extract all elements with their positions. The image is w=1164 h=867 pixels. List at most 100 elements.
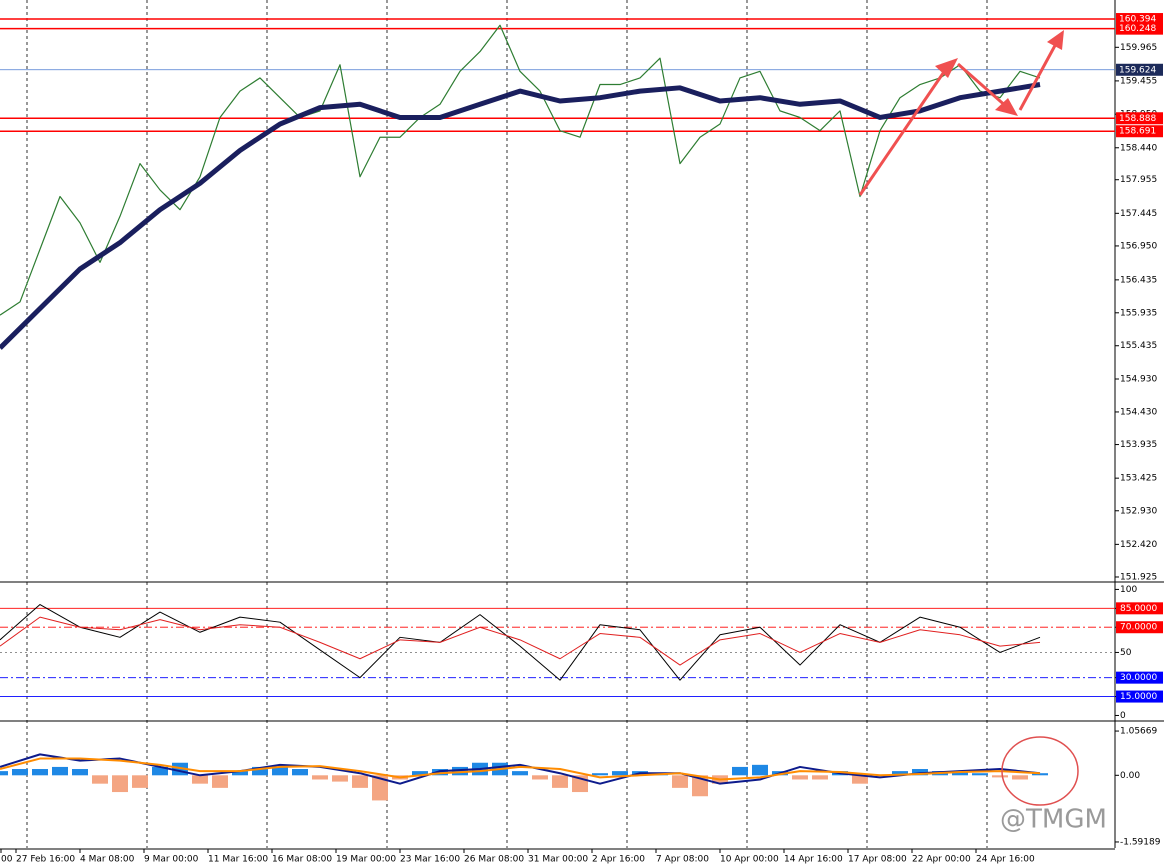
y-tick-label: 100 [1120,585,1137,595]
x-tick-label: 24 Apr 16:00 [976,855,1035,865]
y-tick-label: 50 [1120,648,1132,658]
y-tick-label: 1.05669 [1120,727,1157,737]
annotation-arrow [957,62,1009,110]
y-tick-label: 157.955 [1120,175,1157,185]
histogram-bar [672,775,688,788]
histogram-bar [972,773,988,776]
y-tick-label: 152.930 [1120,506,1157,516]
histogram-bar [752,764,768,776]
y-tick-label: 153.935 [1120,440,1157,450]
y-tick-label: 157.445 [1120,209,1157,219]
histogram-bar [32,769,48,776]
series-line [0,616,1041,666]
level-label: 160.394 [1119,15,1156,25]
y-tick-label-box [1116,602,1163,615]
histogram-bar [312,775,328,780]
histogram-bar [892,771,908,776]
level-label-box [1116,125,1163,138]
x-tick-label: 31 Mar 00:00 [528,855,588,865]
y-tick-label: 154.430 [1120,407,1157,417]
arrow-head [935,58,958,78]
histogram-bar [52,766,68,776]
histogram-bar [952,771,968,776]
y-tick-label: 156.950 [1120,241,1157,251]
level-label-box [1116,22,1163,35]
histogram-bar [1032,773,1048,776]
histogram-bar [192,775,208,784]
plots [0,18,1115,801]
x-tick-label: 9 Mar 00:00 [144,855,199,865]
histogram-bar [692,775,708,797]
watermark: @TMGM [1000,805,1107,835]
annotation-arrow [1018,39,1060,111]
y-tick-label: 85.0000 [1120,604,1157,614]
x-tick-label: 26 Mar 08:00 [464,855,524,865]
y-tick-label: 30.0000 [1120,673,1157,683]
y-tick-label: 15.0000 [1120,692,1157,702]
x-tick-label: 14 Apr 16:00 [784,855,843,865]
y-tick-label: 159.965 [1120,43,1157,53]
histogram-bar [352,775,368,788]
y-tick-label-box [1116,671,1163,684]
level-label: 159.624 [1119,65,1156,75]
histogram-bar [12,769,28,776]
histogram-bar [72,769,88,776]
x-tick-label: 4 Mar 08:00 [80,855,135,865]
histogram-bar [812,775,828,780]
x-tick-label: 00 [1,855,13,865]
histogram-bar [452,766,468,776]
histogram-bar [332,775,348,782]
x-tick-label: 2 Apr 16:00 [592,855,645,865]
y-tick-label-box [1116,690,1163,703]
histogram-bar [152,766,168,776]
x-tick-label: 10 Apr 00:00 [720,855,779,865]
histogram-bar [992,775,1008,778]
series-line [0,753,1041,785]
level-label-box [1116,112,1163,125]
histogram-bar [552,775,568,788]
histogram-bar [112,775,128,793]
histogram-bar [592,773,608,776]
histogram-bar [732,766,748,776]
histogram-bar [912,769,928,776]
histogram-bar [272,766,288,776]
series-line [0,604,1041,681]
histogram-bar [852,775,868,784]
x-tick-label: 27 Feb 16:00 [16,855,75,865]
histogram-bar [92,775,108,784]
y-tick-label: 151.925 [1120,572,1157,582]
x-tick-label: 23 Mar 16:00 [400,855,460,865]
level-label: 158.691 [1119,127,1156,137]
x-tick-label: 19 Mar 00:00 [336,855,396,865]
y-tick-label: 0.00 [1120,771,1140,781]
y-tick-label: 154.930 [1120,375,1157,385]
histogram-bar [212,775,228,788]
histogram-bar [132,775,148,788]
histogram-bar [792,775,808,780]
level-label: 158.888 [1119,114,1156,124]
x-tick-label: 17 Apr 08:00 [848,855,907,865]
arrow-head [1047,30,1064,50]
histogram-bar [512,771,528,776]
level-label-box [1116,63,1163,76]
y-tick-label: 70.0000 [1120,623,1157,633]
x-tick-label: 16 Mar 08:00 [272,855,332,865]
y-tick-label: 152.420 [1120,540,1157,550]
histogram-bar [232,771,248,776]
y-tick-label: 0 [1120,711,1126,721]
level-label: 160.248 [1119,24,1156,34]
y-tick-label: 158.440 [1120,143,1157,153]
series-line [0,757,1041,781]
histogram-bar [412,771,428,776]
x-tick-label: 22 Apr 00:00 [912,855,971,865]
histogram-bar [292,769,308,776]
y-tick-label: 159.455 [1120,76,1157,86]
x-tick-label: 7 Apr 08:00 [656,855,709,865]
histogram-bar [1012,775,1028,780]
histogram-bar [252,766,268,776]
y-tick-label: 155.435 [1120,341,1157,351]
y-tick-label: 153.425 [1120,474,1157,484]
histogram-bar [0,771,8,776]
x-tick-label: 11 Mar 16:00 [208,855,268,865]
